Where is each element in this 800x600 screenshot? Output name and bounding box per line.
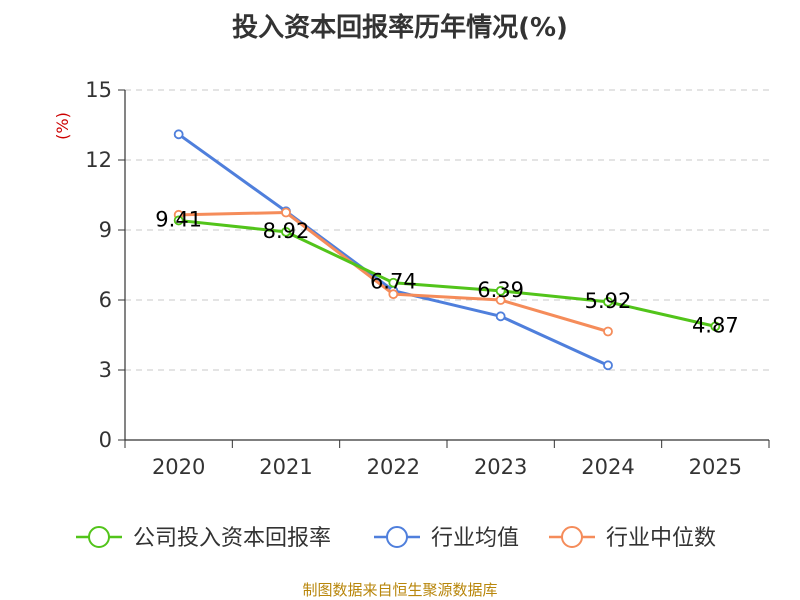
legend-label-2[interactable]: 行业中位数 [606,526,716,551]
y-tick-label-9: 9 [99,218,112,242]
x-tick-label-2021: 2021 [259,455,312,479]
point-s0-2024[interactable] [603,296,613,307]
legend-marker-1 [386,526,408,548]
point-s0-2020[interactable] [173,215,184,226]
data-label-2024: 5.92 [585,289,632,313]
series-line-0 [178,218,716,328]
point-s1-2024[interactable] [603,360,613,371]
legend-marker-0 [88,526,110,548]
y-tick-label-12: 12 [85,148,112,172]
x-tick-label-2020: 2020 [152,455,205,479]
y-tick-label-15: 15 [85,78,112,102]
point-s0-2021[interactable] [281,226,291,237]
data-label-2022: 6.74 [370,270,417,294]
series [173,129,721,371]
y-tick-label-3: 3 [99,358,112,382]
point-s0-2022[interactable] [388,277,399,288]
data-label-2020: 9.41 [155,207,202,231]
point-s1-2023[interactable] [495,311,506,322]
x-tick-label-2023: 2023 [474,455,527,479]
grid [125,89,769,371]
data-label-2025: 4.87 [692,313,739,337]
y-tick-label-6: 6 [99,288,112,312]
x-tick-label-2025: 2025 [689,455,742,479]
series-line-1 [177,133,609,367]
point-s0-2025[interactable] [710,321,721,332]
data-label-2021: 8.92 [263,219,310,243]
data-label-2023: 6.39 [477,278,524,302]
point-s2-2024[interactable] [603,326,613,337]
point-s1-2020[interactable] [173,129,184,140]
legend-label-0[interactable]: 公司投入资本回报率 [133,526,331,551]
axes: 0 3 6 9 12 15 2020 2021 2022 2023 2024 2025 [85,78,770,479]
legend-marker-2 [561,526,583,548]
y-axis-label: (%) [53,112,72,140]
chart-title: 投入资本回报率历年情况(%) [232,12,568,43]
y-tick-label-0: 0 [99,428,112,452]
legend-label-1[interactable]: 行业均值 [431,526,519,551]
legend[interactable]: 公司投入资本回报率 行业均值 行业中位数 [76,526,716,551]
x-tick-label-2022: 2022 [367,455,420,479]
data-labels: 9.41 8.92 6.74 6.39 5.92 4.87 [155,207,738,337]
x-tick-label-2024: 2024 [581,455,634,479]
point-s0-2023[interactable] [495,285,506,296]
source-note: 制图数据来自恒生聚源数据库 [302,581,497,599]
point-s2-2022[interactable] [388,289,399,300]
point-s2-2021[interactable] [281,207,291,218]
point-s2-2023[interactable] [495,295,506,305]
